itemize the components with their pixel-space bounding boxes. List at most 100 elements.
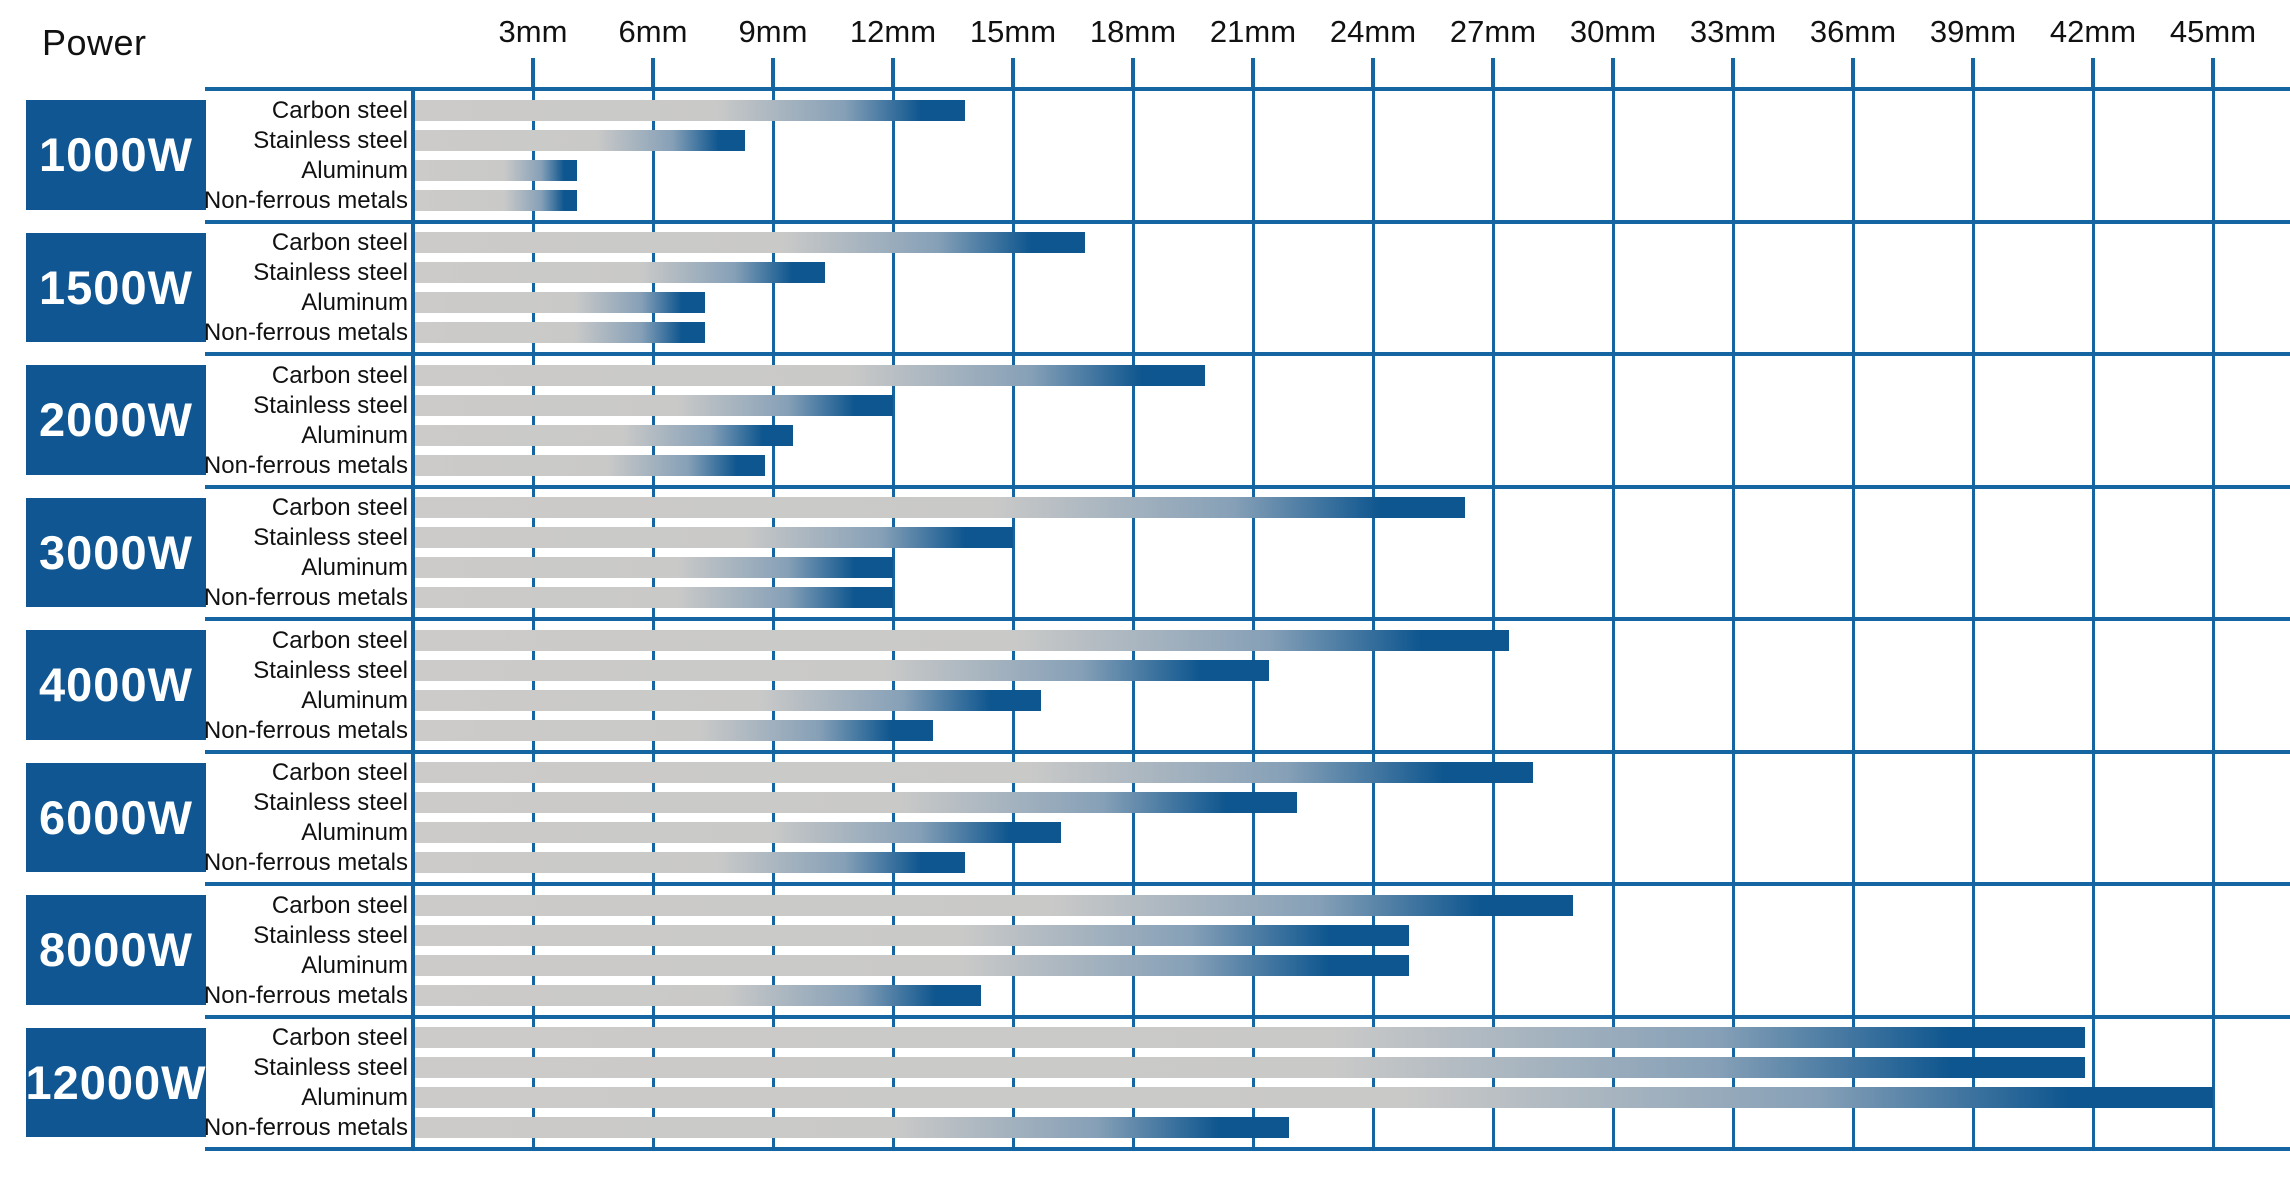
gridline bbox=[1972, 89, 1975, 1149]
x-tick-label: 12mm bbox=[849, 14, 937, 49]
material-label: Non-ferrous metals bbox=[203, 1114, 408, 1141]
gridline bbox=[1732, 89, 1735, 1149]
power-axis-title: Power bbox=[42, 22, 147, 63]
thickness-bar bbox=[415, 852, 965, 873]
gridline bbox=[1372, 89, 1375, 1149]
thickness-bar bbox=[415, 1057, 2085, 1078]
x-tick-mark bbox=[1371, 58, 1375, 88]
thickness-bar bbox=[415, 454, 765, 476]
gridline bbox=[1132, 89, 1135, 1149]
x-tick-mark bbox=[1851, 58, 1855, 88]
thickness-bar bbox=[415, 894, 1573, 916]
group-separator-line bbox=[205, 749, 2290, 754]
x-tick-label: 6mm bbox=[618, 14, 688, 49]
x-tick-label: 24mm bbox=[1329, 14, 1417, 49]
thickness-bar bbox=[415, 364, 1205, 386]
material-label: Carbon steel bbox=[271, 1024, 408, 1051]
material-label: Aluminum bbox=[301, 686, 408, 714]
thickness-bar bbox=[415, 527, 1013, 548]
thickness-bar bbox=[415, 292, 705, 313]
power-badge: 1500W bbox=[26, 232, 206, 342]
material-label: Non-ferrous metals bbox=[203, 319, 408, 346]
material-label: Carbon steel bbox=[271, 891, 408, 919]
x-tick-label: 9mm bbox=[738, 14, 808, 49]
x-tick-mark bbox=[1971, 58, 1975, 88]
material-label: Aluminum bbox=[301, 951, 408, 979]
material-label: Stainless steel bbox=[253, 656, 408, 684]
material-label: Carbon steel bbox=[271, 626, 408, 654]
material-label: Stainless steel bbox=[253, 524, 408, 551]
thickness-bar bbox=[415, 587, 893, 608]
thickness-bar bbox=[415, 232, 1085, 253]
x-tick-label: 27mm bbox=[1449, 14, 1537, 49]
x-tick-mark bbox=[771, 58, 775, 88]
material-label: Carbon steel bbox=[271, 361, 408, 389]
material-label: Carbon steel bbox=[271, 229, 408, 256]
group-separator-line bbox=[205, 219, 2290, 224]
material-label: Non-ferrous metals bbox=[203, 849, 408, 876]
thickness-bar bbox=[415, 984, 981, 1006]
material-label: Aluminum bbox=[301, 1084, 408, 1111]
thickness-bar bbox=[415, 557, 893, 578]
x-tick-label: 45mm bbox=[2169, 14, 2257, 49]
gridline bbox=[1612, 89, 1615, 1149]
x-tick-label: 18mm bbox=[1089, 14, 1177, 49]
gridline bbox=[1852, 89, 1855, 1149]
thickness-bar bbox=[415, 689, 1041, 711]
material-label: Stainless steel bbox=[253, 1054, 408, 1081]
x-tick-label: 36mm bbox=[1809, 14, 1897, 49]
gridline bbox=[1492, 89, 1495, 1149]
axis-top-line bbox=[205, 87, 2290, 91]
gridline bbox=[2212, 89, 2215, 1149]
thickness-bar bbox=[415, 659, 1269, 681]
gridline bbox=[1012, 89, 1015, 1149]
material-label: Aluminum bbox=[301, 289, 408, 316]
thickness-bar bbox=[415, 129, 745, 151]
x-tick-label: 21mm bbox=[1209, 14, 1297, 49]
material-label: Aluminum bbox=[301, 819, 408, 846]
power-badge: 3000W bbox=[26, 497, 206, 607]
gridline bbox=[1252, 89, 1255, 1149]
power-badge: 4000W bbox=[26, 630, 206, 740]
material-label: Stainless steel bbox=[253, 259, 408, 286]
power-badge: 1000W bbox=[26, 100, 206, 210]
gridline bbox=[2092, 89, 2095, 1149]
axis-bottom-line bbox=[205, 1147, 2290, 1151]
material-label: Stainless steel bbox=[253, 391, 408, 419]
x-tick-label: 33mm bbox=[1689, 14, 1777, 49]
x-tick-mark bbox=[2091, 58, 2095, 88]
material-label: Carbon steel bbox=[271, 96, 408, 124]
thickness-bar bbox=[415, 719, 933, 741]
x-tick-label: 42mm bbox=[2049, 14, 2137, 49]
x-tick-mark bbox=[1731, 58, 1735, 88]
thickness-bar bbox=[415, 497, 1465, 518]
x-tick-label: 30mm bbox=[1569, 14, 1657, 49]
x-tick-mark bbox=[891, 58, 895, 88]
material-label: Aluminum bbox=[301, 156, 408, 184]
thickness-bar bbox=[415, 1117, 1289, 1138]
thickness-bar bbox=[415, 99, 965, 121]
x-tick-mark bbox=[1251, 58, 1255, 88]
material-label: Aluminum bbox=[301, 421, 408, 449]
x-tick-mark bbox=[1611, 58, 1615, 88]
x-tick-label: 39mm bbox=[1929, 14, 2017, 49]
material-label: Carbon steel bbox=[271, 759, 408, 786]
material-label: Carbon steel bbox=[271, 494, 408, 521]
thickness-bar bbox=[415, 954, 1409, 976]
thickness-bar bbox=[415, 792, 1297, 813]
group-separator-line bbox=[205, 882, 2290, 886]
group-separator-line bbox=[205, 484, 2290, 489]
x-tick-mark bbox=[1491, 58, 1495, 88]
thickness-bar bbox=[415, 822, 1061, 843]
material-label: Stainless steel bbox=[253, 921, 408, 949]
thickness-bar bbox=[415, 189, 577, 211]
thickness-bar bbox=[415, 159, 577, 181]
x-tick-mark bbox=[1131, 58, 1135, 88]
group-separator-line bbox=[205, 352, 2290, 356]
material-label: Non-ferrous metals bbox=[203, 716, 408, 744]
material-label: Aluminum bbox=[301, 554, 408, 581]
gridline bbox=[532, 89, 535, 1149]
thickness-bar bbox=[415, 762, 1533, 783]
